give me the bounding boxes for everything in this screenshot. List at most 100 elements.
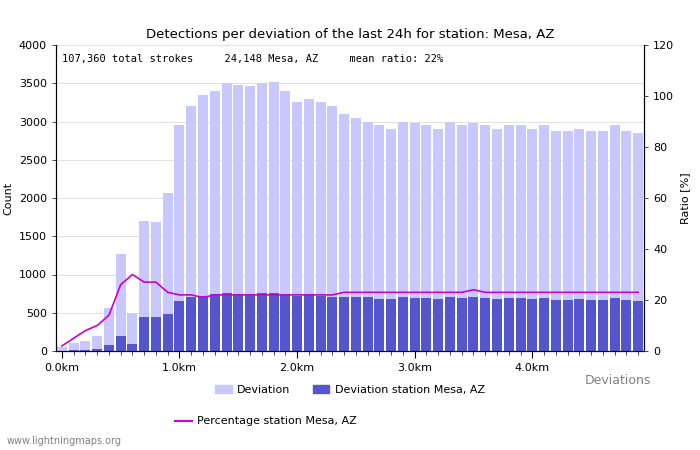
Bar xyxy=(598,131,608,351)
Bar xyxy=(269,293,279,351)
Bar xyxy=(433,129,443,351)
Bar xyxy=(480,298,490,351)
Bar xyxy=(468,297,479,351)
Bar xyxy=(69,343,78,351)
Bar xyxy=(221,293,232,351)
Bar xyxy=(610,126,620,351)
Y-axis label: Count: Count xyxy=(4,181,13,215)
Text: Deviations: Deviations xyxy=(584,374,651,387)
Bar xyxy=(374,126,384,351)
Bar xyxy=(386,299,396,351)
Bar xyxy=(328,106,337,351)
Bar xyxy=(57,347,67,351)
Bar xyxy=(574,299,584,351)
Bar xyxy=(257,293,267,351)
Bar xyxy=(198,296,208,351)
Bar xyxy=(468,123,479,351)
Bar xyxy=(116,336,126,351)
Bar xyxy=(139,221,149,351)
Bar xyxy=(186,106,196,351)
Bar xyxy=(127,313,137,351)
Bar xyxy=(386,129,396,351)
Bar xyxy=(92,349,102,351)
Bar xyxy=(233,85,244,351)
Bar xyxy=(610,298,620,351)
Bar xyxy=(551,131,561,351)
Bar xyxy=(527,299,538,351)
Bar xyxy=(492,299,502,351)
Bar xyxy=(174,302,185,351)
Bar xyxy=(245,294,255,351)
Bar xyxy=(622,131,631,351)
Bar xyxy=(210,294,220,351)
Bar xyxy=(363,122,372,351)
Bar xyxy=(328,297,337,351)
Bar xyxy=(92,336,102,351)
Bar xyxy=(351,118,361,351)
Bar xyxy=(162,314,173,351)
Bar xyxy=(104,345,114,351)
Bar xyxy=(504,298,514,351)
Bar xyxy=(563,300,573,351)
Bar xyxy=(162,194,173,351)
Bar xyxy=(374,299,384,351)
Y-axis label: Ratio [%]: Ratio [%] xyxy=(680,172,689,224)
Bar xyxy=(139,317,149,351)
Bar xyxy=(515,126,526,351)
Legend: Percentage station Mesa, AZ: Percentage station Mesa, AZ xyxy=(171,412,361,431)
Bar xyxy=(80,350,90,351)
Bar xyxy=(539,298,549,351)
Bar xyxy=(456,126,467,351)
Bar xyxy=(633,301,643,351)
Legend: Deviation, Deviation station Mesa, AZ: Deviation, Deviation station Mesa, AZ xyxy=(211,381,489,400)
Bar xyxy=(633,133,643,351)
Bar xyxy=(433,299,443,351)
Bar xyxy=(210,91,220,351)
Bar xyxy=(363,297,372,351)
Bar xyxy=(421,298,431,351)
Bar xyxy=(80,341,90,351)
Bar xyxy=(127,344,137,351)
Bar xyxy=(492,129,502,351)
Bar xyxy=(174,126,185,351)
Bar xyxy=(574,129,584,351)
Bar xyxy=(586,300,596,351)
Bar xyxy=(456,298,467,351)
Bar xyxy=(410,123,420,351)
Bar xyxy=(622,300,631,351)
Bar xyxy=(304,99,314,351)
Bar xyxy=(563,130,573,351)
Bar xyxy=(316,103,326,351)
Bar xyxy=(551,300,561,351)
Bar xyxy=(598,300,608,351)
Bar xyxy=(445,122,455,351)
Bar xyxy=(292,296,302,351)
Bar xyxy=(186,297,196,351)
Bar xyxy=(339,297,349,351)
Bar xyxy=(527,129,538,351)
Bar xyxy=(104,308,114,351)
Bar xyxy=(221,83,232,351)
Bar xyxy=(398,297,408,351)
Bar xyxy=(280,294,290,351)
Bar xyxy=(198,95,208,351)
Bar xyxy=(445,297,455,351)
Bar xyxy=(586,131,596,351)
Bar xyxy=(292,103,302,351)
Bar xyxy=(280,91,290,351)
Bar xyxy=(515,298,526,351)
Bar xyxy=(151,317,161,351)
Bar xyxy=(116,254,126,351)
Bar xyxy=(480,126,490,351)
Bar xyxy=(69,350,78,351)
Bar xyxy=(304,294,314,351)
Text: 107,360 total strokes     24,148 Mesa, AZ     mean ratio: 22%: 107,360 total strokes 24,148 Mesa, AZ me… xyxy=(62,54,443,64)
Bar xyxy=(410,298,420,351)
Bar xyxy=(269,82,279,351)
Bar xyxy=(151,222,161,351)
Bar xyxy=(339,114,349,351)
Bar xyxy=(421,126,431,351)
Bar xyxy=(257,83,267,351)
Text: www.lightningmaps.org: www.lightningmaps.org xyxy=(7,436,122,446)
Bar xyxy=(539,125,549,351)
